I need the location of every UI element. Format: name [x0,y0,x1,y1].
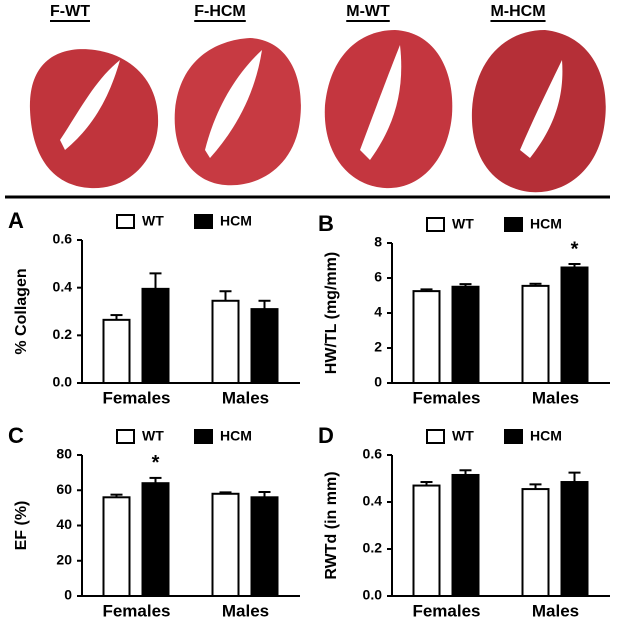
y-axis-label: EF (%) [13,501,30,551]
legend-label: WT [452,428,474,444]
legend-swatch [426,429,445,444]
bar [250,496,279,597]
bar [211,299,240,384]
heart-section [29,49,159,189]
panel-letter: A [8,208,24,233]
y-tick-label: 0.6 [53,231,73,247]
x-tick-label: Males [222,601,269,620]
legend-swatch [116,429,135,444]
image-label: F-HCM [194,3,246,20]
legend-label: HCM [220,213,252,229]
bar [250,308,279,384]
y-tick-label: 2 [374,339,382,355]
bar [521,488,550,598]
legend-label: WT [142,428,164,444]
bar [412,290,441,384]
panel-letter: C [8,423,24,448]
y-tick-label: 8 [374,234,382,250]
significance-marker: * [152,452,160,474]
legend-label: WT [142,213,164,229]
bar [102,318,131,385]
histology-images [29,30,606,193]
image-label: M-HCM [490,3,545,20]
y-tick-label: 60 [56,481,72,497]
y-tick-label: 0.2 [53,326,73,342]
panel-letter: D [318,423,334,448]
legend-swatch [504,429,523,444]
heart-cavity [360,45,402,160]
bar [451,473,480,598]
y-tick-label: 0 [64,587,72,603]
y-tick-label: 0.4 [363,493,383,509]
legend-label: WT [452,216,474,232]
y-tick-label: 0.0 [363,587,383,603]
x-tick-label: Females [102,601,170,620]
image-label: M-WT [346,3,390,20]
y-tick-label: 4 [374,304,382,320]
x-tick-label: Females [412,601,480,620]
heart-cavity [205,50,262,158]
legend-swatch [426,217,445,232]
legend-swatch [194,214,213,229]
legend-label: HCM [530,428,562,444]
y-tick-label: 6 [374,269,382,285]
y-tick-label: 0.2 [363,540,383,556]
bar [560,266,589,384]
bar [141,482,170,598]
legend-label: HCM [530,216,562,232]
y-axis-label: RWTd (in mm) [323,471,340,579]
y-tick-label: 0.4 [53,278,73,294]
bar [521,284,550,384]
bar [102,496,131,597]
significance-marker: * [571,238,579,260]
x-tick-label: Females [102,388,170,407]
y-axis-label: % Collagen [13,268,30,354]
x-tick-label: Females [412,388,480,407]
x-tick-label: Males [222,388,269,407]
y-axis-label: HW/TL (mg/mm) [323,252,340,374]
image-label: F-WT [50,3,90,20]
bar [141,287,170,385]
y-tick-label: 40 [56,516,72,532]
bar [560,481,589,597]
legend-label: HCM [220,428,252,444]
y-tick-label: 0.6 [363,446,383,462]
bar [451,285,480,384]
bar [412,484,441,597]
y-tick-label: 80 [56,446,72,462]
panel-letter: B [318,211,334,236]
legend-swatch [116,214,135,229]
bar [211,492,240,597]
heart-cavity [60,60,120,150]
x-tick-label: Males [532,601,579,620]
y-tick-label: 0.0 [53,374,73,390]
x-tick-label: Males [532,388,579,407]
heart-cavity [520,60,563,158]
legend-swatch [194,429,213,444]
legend-swatch [504,217,523,232]
y-tick-label: 0 [374,374,382,390]
y-tick-label: 20 [56,551,72,567]
